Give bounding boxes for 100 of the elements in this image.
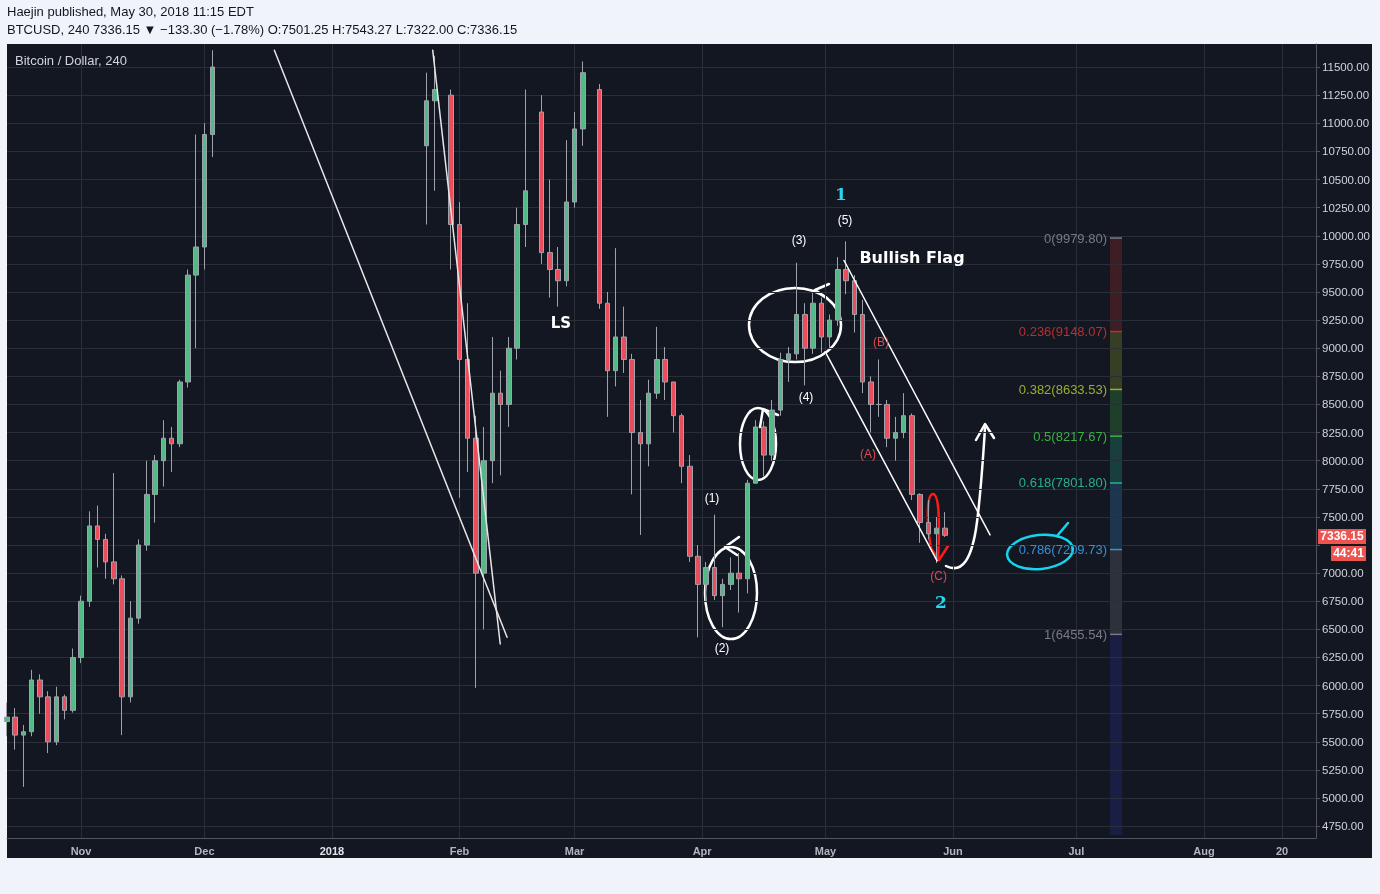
candlestick [564, 139, 569, 287]
candlestick [621, 306, 627, 374]
candlestick [868, 375, 874, 434]
candlestick [629, 353, 635, 495]
candlestick [819, 297, 824, 354]
candlestick [424, 72, 429, 226]
candlestick [185, 268, 191, 389]
candlestick [712, 514, 717, 601]
annotation: 2 [935, 592, 947, 612]
candlestick [687, 454, 693, 563]
candlestick [843, 240, 849, 295]
candlestick [465, 302, 470, 473]
y-tick-label: 7750.00 [1322, 482, 1364, 495]
candlestick [547, 179, 553, 299]
candlestick [654, 326, 660, 400]
ref-line-label: 0.618(7801.80) [1018, 475, 1107, 491]
annotation: (3) [791, 233, 807, 247]
candlestick [728, 556, 734, 591]
candlestick [679, 412, 684, 484]
y-tick-label: 9250.00 [1322, 314, 1364, 327]
candlestick [778, 352, 783, 417]
candlestick [695, 544, 701, 638]
annotation: LS [550, 314, 572, 332]
annotation: (1) [704, 491, 720, 505]
candlestick [720, 578, 725, 628]
y-tick-label: 4750.00 [1322, 820, 1364, 833]
candlestick [745, 479, 750, 594]
y-tick-label: 5000.00 [1322, 792, 1364, 805]
y-tick-label: 5250.00 [1322, 763, 1364, 776]
candlestick [177, 379, 183, 448]
y-tick-label: 11000.00 [1322, 117, 1370, 130]
annotation: (4) [798, 390, 814, 404]
candlestick [876, 358, 882, 418]
candlestick [827, 313, 832, 349]
candlestick [901, 392, 906, 439]
x-tick-label: Nov [70, 844, 93, 857]
candlestick [736, 552, 742, 614]
ref-line-label: 1(6455.54) [1044, 626, 1107, 642]
candlestick [103, 533, 108, 580]
y-tick-label: 9500.00 [1322, 285, 1364, 298]
candlestick [753, 419, 758, 484]
candlestick [539, 94, 544, 265]
candlestick [21, 724, 26, 788]
y-tick-label: 10000.00 [1322, 229, 1370, 242]
candlestick [934, 516, 939, 564]
candlestick [580, 60, 586, 147]
candlestick [769, 399, 775, 462]
x-tick-label: Jun [943, 844, 964, 857]
y-tick-label: 8750.00 [1322, 370, 1364, 383]
candlestick [703, 561, 709, 602]
y-tick-label: 6500.00 [1322, 623, 1364, 636]
candlestick [481, 426, 487, 630]
candlestick [942, 511, 948, 538]
candlestick [884, 399, 890, 448]
candlestick [926, 499, 931, 540]
candlestick [605, 291, 610, 418]
candlestick [794, 262, 799, 360]
candlestick [572, 111, 577, 209]
text: Bitcoin / Dollar, 240 [15, 52, 128, 68]
text: 7336.15 [1318, 529, 1366, 544]
candlestick [860, 299, 865, 394]
candlestick [119, 574, 125, 736]
text: Haejin published, May 30, 2018 11:15 EDT [7, 4, 254, 19]
candlestick [12, 707, 18, 751]
candlestick [4, 701, 10, 737]
candlestick [761, 420, 767, 477]
candlestick [29, 669, 34, 737]
y-tick-label: 5500.00 [1322, 735, 1364, 748]
candlestick [917, 492, 923, 544]
candlestick [786, 346, 791, 383]
candlestick [893, 416, 898, 462]
candlestick [597, 83, 602, 310]
candlestick [810, 292, 816, 355]
candlestick [613, 247, 618, 387]
y-tick-label: 6750.00 [1322, 595, 1364, 608]
candlestick [54, 686, 59, 746]
chart-subtitle: BTCUSD, 240 7336.15 ▼ −133.30 (−1.78%) O:7501.25 H:7543.27 L:7322.00 C:7336.15 [7, 22, 518, 37]
candlestick [87, 510, 92, 608]
x-tick-label: Jul [1068, 844, 1085, 857]
annotation: Bullish Flag [859, 247, 965, 267]
candlestick [835, 256, 841, 327]
candlestick [802, 302, 808, 386]
candlestick [45, 690, 51, 754]
candlestick [523, 89, 528, 248]
x-tick-label: Apr [692, 844, 713, 857]
candlestick [473, 415, 479, 689]
y-tick-label: 7000.00 [1322, 567, 1364, 580]
y-tick-label: 10750.00 [1322, 145, 1370, 158]
candlestick [671, 381, 676, 434]
y-tick-label: 9000.00 [1322, 342, 1364, 355]
y-tick-label: 10250.00 [1322, 201, 1370, 214]
candlestick [169, 426, 174, 473]
x-tick-label: Aug [1193, 844, 1215, 857]
x-tick-label: Dec [194, 844, 215, 857]
x-tick-label: Mar [564, 844, 586, 857]
ref-line-label: 0.382(8633.53) [1018, 381, 1107, 397]
candlestick [498, 370, 503, 476]
ref-line-label: 0(9979.80) [1044, 230, 1107, 246]
x-tick-label: 2018 [319, 844, 345, 857]
candlestick [111, 472, 117, 585]
